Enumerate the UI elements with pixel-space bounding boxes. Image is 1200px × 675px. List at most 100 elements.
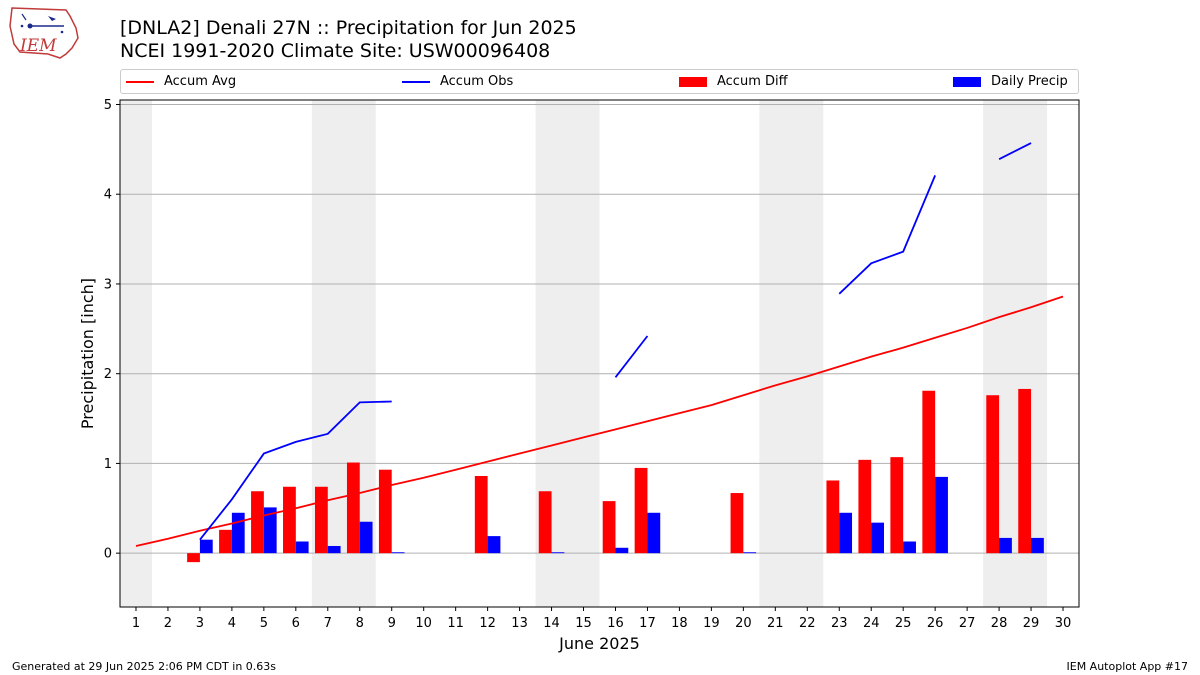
legend: Accum Avg Accum Obs Accum Diff Daily Pre…: [120, 69, 1079, 94]
x-tick-label-4: 4: [228, 616, 236, 631]
legend-label-accum-diff: Accum Diff: [717, 74, 788, 89]
line-accum-obs-segment-0: [199, 400, 392, 541]
bar-accum-diff-6: [283, 486, 296, 554]
footer-app: IEM Autoplot App #17: [1066, 660, 1189, 673]
bar-accum-diff-5: [251, 491, 264, 554]
bar-accum-diff-24: [858, 459, 872, 554]
bar-daily-precip-29: [1031, 537, 1044, 554]
x-tick-label-20: 20: [735, 616, 752, 631]
x-tick-label-25: 25: [895, 616, 912, 631]
line-accum-obs-segment-1: [614, 335, 649, 378]
bar-daily-precip-20: [743, 552, 757, 554]
bar-daily-precip-16: [615, 547, 629, 554]
x-tick-label-17: 17: [639, 616, 656, 631]
bar-accum-diff-28: [986, 395, 1000, 554]
bar-daily-precip-6: [295, 541, 309, 554]
bar-accum-diff-25: [890, 457, 904, 554]
bar-accum-diff-12: [474, 475, 488, 554]
bar-accum-diff-7: [314, 486, 328, 554]
x-tick-label-21: 21: [767, 616, 784, 631]
legend-label-daily-precip: Daily Precip: [991, 74, 1068, 89]
x-tick-label-3: 3: [196, 616, 204, 631]
legend-label-accum-obs: Accum Obs: [440, 74, 514, 89]
x-tick-label-22: 22: [799, 616, 816, 631]
bar-accum-diff-16: [602, 501, 616, 554]
bar-accum-diff-4: [219, 529, 232, 554]
x-tick-label-2: 2: [164, 616, 172, 631]
x-tick-label-8: 8: [356, 616, 364, 631]
legend-swatch-accum-obs: [402, 80, 430, 83]
x-tick-label-10: 10: [415, 616, 432, 631]
bar-daily-precip-24: [871, 522, 885, 554]
bar-daily-precip-17: [647, 512, 661, 554]
y-tick-label-5: 5: [104, 98, 112, 113]
legend-item-accum-obs: Accum Obs: [402, 70, 513, 93]
x-tick-label-1: 1: [132, 616, 140, 631]
y-tick-label-2: 2: [104, 367, 112, 382]
x-tick-label-24: 24: [863, 616, 880, 631]
legend-item-accum-avg: Accum Avg: [126, 70, 236, 93]
bar-accum-diff-20: [730, 493, 744, 554]
bar-accum-diff-8: [346, 462, 360, 554]
x-tick-label-13: 13: [511, 616, 528, 631]
bar-accum-diff-17: [634, 467, 648, 554]
x-tick-label-6: 6: [292, 616, 300, 631]
line-accum-obs-segment-3: [998, 142, 1032, 161]
x-tick-label-12: 12: [479, 616, 496, 631]
plot-frame: [119, 99, 1080, 608]
bar-accum-diff-9: [378, 469, 392, 554]
x-tick-label-9: 9: [388, 616, 396, 631]
bar-accum-diff-14: [538, 491, 552, 554]
bar-accum-diff-26: [922, 390, 936, 554]
x-tick-label-30: 30: [1055, 616, 1072, 631]
y-axis-label: Precipitation [inch]: [78, 278, 97, 429]
iem-logo: IEM: [9, 7, 79, 59]
legend-swatch-accum-avg: [126, 80, 154, 83]
x-tick-label-26: 26: [927, 616, 944, 631]
bar-daily-precip-9: [391, 552, 405, 554]
x-tick-label-15: 15: [575, 616, 592, 631]
bar-accum-diff-29: [1018, 388, 1032, 554]
logo-text: IEM: [19, 36, 57, 56]
x-tick-label-23: 23: [831, 616, 848, 631]
legend-swatch-daily-precip: [953, 76, 981, 87]
bar-accum-diff-23: [826, 480, 840, 554]
x-tick-label-18: 18: [671, 616, 688, 631]
bar-daily-precip-5: [263, 507, 277, 554]
bar-daily-precip-7: [327, 545, 341, 554]
shade-band-3: [759, 100, 824, 607]
x-tick-label-7: 7: [324, 616, 332, 631]
legend-item-daily-precip: Daily Precip: [953, 70, 1068, 93]
x-tick-label-14: 14: [543, 616, 560, 631]
x-axis-label: June 2025: [558, 634, 640, 653]
chart-title: [DNLA2] Denali 27N :: Precipitation for …: [120, 17, 577, 39]
x-tick-label-5: 5: [260, 616, 268, 631]
bar-accum-diff-3: [187, 553, 200, 563]
y-tick-label-1: 1: [104, 457, 112, 472]
bar-daily-precip-3: [199, 539, 213, 554]
bar-daily-precip-12: [487, 536, 501, 554]
bar-daily-precip-28: [999, 537, 1012, 554]
x-tick-label-29: 29: [1023, 616, 1040, 631]
bar-daily-precip-23: [839, 512, 853, 554]
x-tick-label-16: 16: [607, 616, 624, 631]
bar-daily-precip-8: [359, 521, 373, 554]
legend-label-accum-avg: Accum Avg: [164, 74, 237, 89]
x-tick-label-27: 27: [959, 616, 976, 631]
bar-daily-precip-14: [551, 552, 565, 554]
bar-daily-precip-4: [231, 512, 245, 554]
line-accum-avg-segment-0: [135, 295, 1064, 547]
shade-band-0: [120, 100, 152, 607]
bar-daily-precip-26: [935, 476, 948, 554]
x-tick-label-11: 11: [447, 616, 464, 631]
y-tick-label-3: 3: [104, 277, 112, 292]
y-tick-label-0: 0: [104, 547, 112, 562]
bar-daily-precip-25: [903, 541, 916, 554]
legend-swatch-accum-diff: [679, 76, 707, 87]
footer-generated: Generated at 29 Jun 2025 2:06 PM CDT in …: [12, 660, 277, 673]
x-tick-label-19: 19: [703, 616, 720, 631]
line-accum-obs-segment-2: [838, 175, 936, 295]
x-tick-label-28: 28: [991, 616, 1008, 631]
chart-subtitle: NCEI 1991-2020 Climate Site: USW00096408: [120, 40, 551, 62]
